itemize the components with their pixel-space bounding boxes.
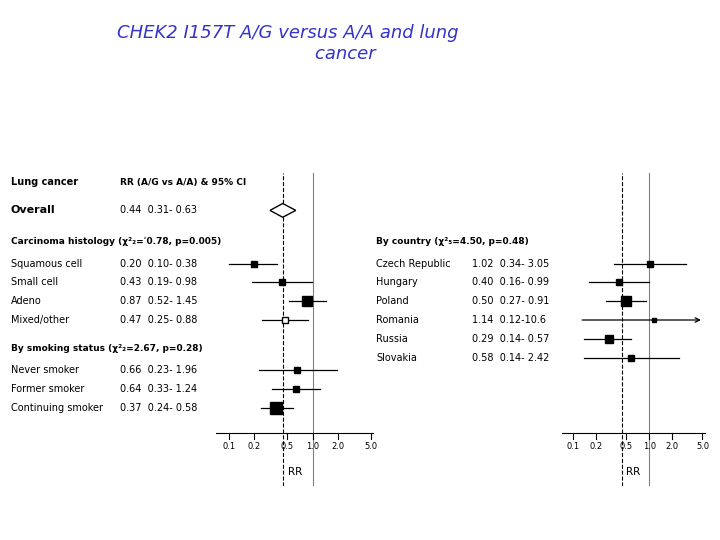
Text: Romania: Romania [377,315,419,325]
Text: 0.43  0.19- 0.98: 0.43 0.19- 0.98 [120,278,197,287]
Text: Carcinoma histology (χ²₂=ʹ0.78, p=0.005): Carcinoma histology (χ²₂=ʹ0.78, p=0.005) [11,237,221,246]
Text: By country (χ²₅=4.50, p=0.48): By country (χ²₅=4.50, p=0.48) [377,237,529,246]
Text: 0.64  0.33- 1.24: 0.64 0.33- 1.24 [120,384,197,394]
Text: 1.0: 1.0 [306,442,319,451]
Text: Poland: Poland [377,296,409,306]
Text: CHEK2 I157T A/G versus A/A and lung
                    cancer: CHEK2 I157T A/G versus A/A and lung canc… [117,24,459,63]
Text: Former smoker: Former smoker [11,384,84,394]
Text: 0.58  0.14- 2.42: 0.58 0.14- 2.42 [472,353,549,362]
Text: RR: RR [288,467,302,477]
Polygon shape [270,204,296,217]
Text: 1.14  0.12-10.6: 1.14 0.12-10.6 [472,315,546,325]
Text: 0.40  0.16- 0.99: 0.40 0.16- 0.99 [472,278,549,287]
Text: 0.50  0.27- 0.91: 0.50 0.27- 0.91 [472,296,549,306]
Text: 2.0: 2.0 [331,442,344,451]
Text: 0.2: 0.2 [590,442,603,451]
Text: 0.5: 0.5 [281,442,294,451]
Text: Never smoker: Never smoker [11,365,79,375]
Text: Mixed/other: Mixed/other [11,315,69,325]
Text: RR (A/G vs A/A) & 95% CI: RR (A/G vs A/A) & 95% CI [120,178,246,187]
Text: 0.20  0.10- 0.38: 0.20 0.10- 0.38 [120,259,197,268]
Text: RR: RR [626,467,641,477]
Text: Slovakia: Slovakia [377,353,417,362]
Text: Small cell: Small cell [11,278,58,287]
Text: 5.0: 5.0 [696,442,709,451]
Text: 0.37  0.24- 0.58: 0.37 0.24- 0.58 [120,403,197,413]
Text: 0.47  0.25- 0.88: 0.47 0.25- 0.88 [120,315,197,325]
Text: 0.66  0.23- 1.96: 0.66 0.23- 1.96 [120,365,197,375]
Text: By smoking status (χ²₂=2.67, p=0.28): By smoking status (χ²₂=2.67, p=0.28) [11,343,202,353]
Text: Russia: Russia [377,334,408,344]
Text: 5.0: 5.0 [364,442,377,451]
Text: Squamous cell: Squamous cell [11,259,82,268]
Text: Continuing smoker: Continuing smoker [11,403,103,413]
Text: 0.44  0.31- 0.63: 0.44 0.31- 0.63 [120,205,197,215]
Text: Hungary: Hungary [377,278,418,287]
Text: 0.87  0.52- 1.45: 0.87 0.52- 1.45 [120,296,197,306]
Text: Lung cancer: Lung cancer [11,177,78,187]
Text: 1.0: 1.0 [643,442,656,451]
Text: Adeno: Adeno [11,296,42,306]
Text: 0.2: 0.2 [248,442,261,451]
Text: 0.29  0.14- 0.57: 0.29 0.14- 0.57 [472,334,549,344]
Text: Czech Republic: Czech Republic [377,259,451,268]
Text: 2.0: 2.0 [666,442,679,451]
Text: 0.5: 0.5 [620,442,633,451]
Text: Overall: Overall [11,205,55,215]
Text: 1.02  0.34- 3.05: 1.02 0.34- 3.05 [472,259,549,268]
Text: 0.1: 0.1 [567,442,580,451]
Text: 0.1: 0.1 [222,442,235,451]
